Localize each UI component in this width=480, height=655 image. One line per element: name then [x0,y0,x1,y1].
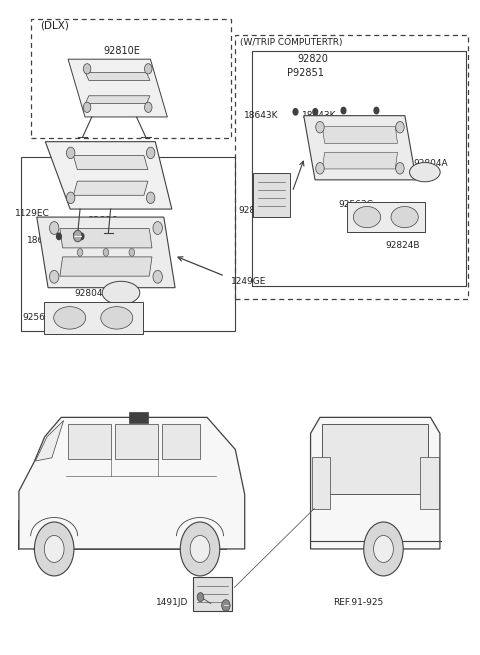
Polygon shape [36,421,63,461]
Circle shape [373,536,393,563]
Circle shape [129,248,134,256]
Text: 18643K: 18643K [302,111,336,120]
Circle shape [316,162,324,174]
Circle shape [144,102,152,113]
Circle shape [79,233,84,240]
Circle shape [316,121,324,133]
Bar [31,20,230,138]
Circle shape [84,64,91,74]
Circle shape [103,248,109,256]
Bar [252,52,466,286]
Text: 92824B: 92824B [386,241,420,250]
Ellipse shape [102,281,140,305]
Polygon shape [60,257,152,276]
Circle shape [153,271,162,283]
Ellipse shape [101,307,133,329]
Circle shape [364,522,403,576]
Polygon shape [323,126,397,143]
Polygon shape [73,181,148,195]
Polygon shape [85,96,150,103]
Circle shape [313,109,318,115]
Circle shape [341,107,346,114]
Text: REF.91-925: REF.91-925 [333,598,384,607]
Circle shape [180,522,220,576]
Polygon shape [304,116,416,180]
Bar [115,424,157,459]
Text: 92810E: 92810E [104,47,141,56]
Polygon shape [323,152,397,169]
Text: (DLX): (DLX) [40,21,69,31]
Circle shape [73,231,82,242]
Circle shape [66,192,75,204]
Circle shape [396,162,404,174]
Circle shape [144,64,152,74]
Bar [323,424,428,495]
Text: 1129EC: 1129EC [15,209,50,217]
Bar [162,424,200,459]
Circle shape [57,233,61,240]
Bar [312,457,330,508]
Bar [420,457,439,508]
Circle shape [146,147,155,159]
Polygon shape [45,141,172,209]
Text: 92563C: 92563C [23,312,58,322]
Bar [235,35,468,299]
Polygon shape [60,229,152,248]
Polygon shape [19,417,245,549]
Text: 92820: 92820 [298,54,328,64]
Bar [347,202,425,232]
Bar [21,157,235,331]
Text: 92804A: 92804A [413,159,448,168]
Polygon shape [85,73,150,81]
Text: 92810E: 92810E [68,146,105,156]
Circle shape [49,271,59,283]
Polygon shape [73,155,148,170]
Circle shape [77,248,83,256]
Text: 18643K: 18643K [87,236,121,246]
Circle shape [35,522,74,576]
Text: 1249GE: 1249GE [230,277,266,286]
Ellipse shape [409,162,440,182]
Bar [130,412,148,422]
Text: 92804A: 92804A [74,289,109,298]
Circle shape [197,593,204,601]
Circle shape [66,147,75,159]
Polygon shape [37,217,175,288]
Circle shape [84,102,91,113]
Text: 18643K: 18643K [244,111,278,120]
Circle shape [374,107,379,114]
Polygon shape [311,417,440,549]
Bar [68,424,110,459]
Polygon shape [68,59,168,117]
Circle shape [222,600,230,611]
Ellipse shape [391,206,418,228]
Circle shape [44,536,64,563]
Text: 92563C: 92563C [339,200,373,209]
Text: 92824B: 92824B [85,322,119,331]
Circle shape [49,221,59,234]
Text: (W/TRIP COMPUTERTR): (W/TRIP COMPUTERTR) [240,38,343,47]
Ellipse shape [353,206,381,228]
Bar [193,577,232,610]
Bar [253,174,290,217]
Circle shape [190,536,210,563]
Circle shape [396,121,404,133]
Text: 92888G: 92888G [239,206,274,215]
Text: 18643K: 18643K [27,236,62,246]
Bar [44,302,143,334]
Circle shape [146,192,155,204]
Circle shape [293,109,298,115]
Ellipse shape [54,307,86,329]
Text: 1491JD: 1491JD [156,598,189,607]
Text: P92851: P92851 [288,68,324,79]
Text: 92820: 92820 [87,216,118,226]
Circle shape [153,221,162,234]
